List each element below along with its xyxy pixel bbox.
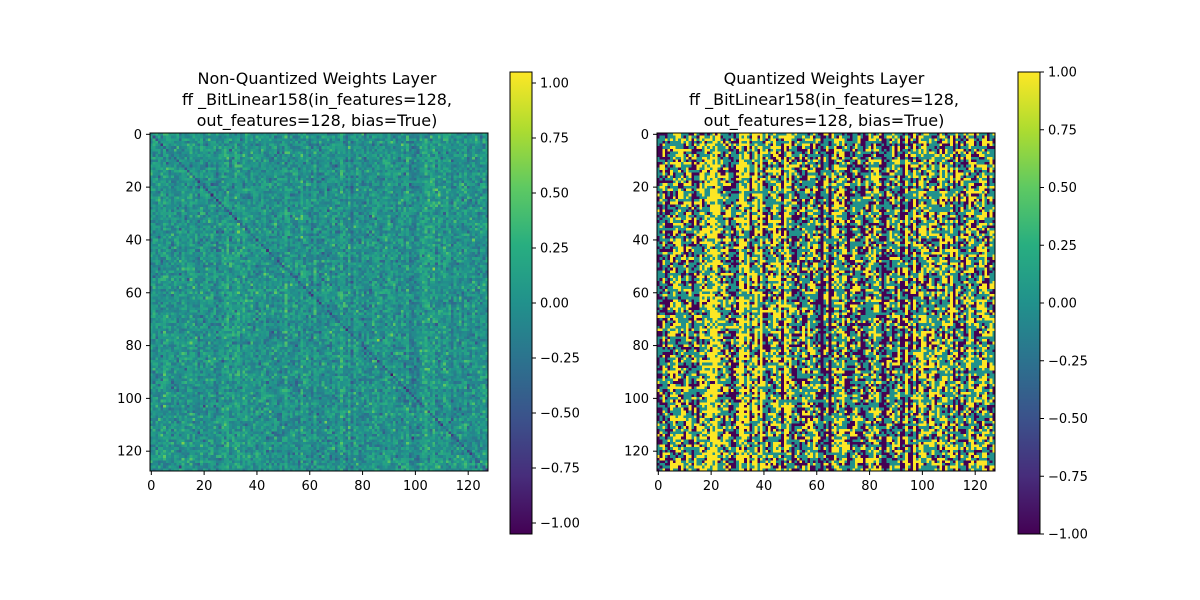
left-title-line-3: out_features=128, bias=True) xyxy=(197,111,438,131)
x-tick-label: 40 xyxy=(756,479,773,494)
y-tick-label: 40 xyxy=(125,233,142,248)
x-tick-label: 100 xyxy=(403,479,428,494)
left-title-line-1: Non-Quantized Weights Layer xyxy=(198,69,437,88)
colorbar-tick-label: −0.75 xyxy=(1048,470,1088,485)
x-tick-label: 20 xyxy=(703,479,720,494)
y-tick-label: 60 xyxy=(125,286,142,301)
y-tick-label: 20 xyxy=(632,181,649,196)
right-heatmap-image xyxy=(657,133,995,471)
x-tick-label: 100 xyxy=(910,479,935,494)
x-tick-label: 60 xyxy=(808,479,825,494)
x-tick-label: 20 xyxy=(196,479,213,494)
x-tick-label: 0 xyxy=(147,479,155,494)
y-tick-label: 80 xyxy=(125,339,142,354)
right-title-line-2: ff _BitLinear158(in_features=128, xyxy=(689,90,959,110)
right-colorbar-ticks: 1.00 0.75 0.50 0.25 0.00 −0.25 −0.50 −0.75 −1.00 xyxy=(1040,66,1088,543)
right-title-line-3: out_features=128, bias=True) xyxy=(704,111,945,131)
y-tick-label: 100 xyxy=(624,392,649,407)
colorbar-tick-label: 0.25 xyxy=(1048,239,1077,254)
colorbar-tick-label: 1.00 xyxy=(540,77,569,92)
left-colorbar-ticks: 1.00 0.75 0.50 0.25 0.00 −0.25 −0.50 −0.75 −1.00 xyxy=(532,77,580,532)
colorbar-tick-label: 0.50 xyxy=(540,187,569,202)
colorbar-tick-label: 0.00 xyxy=(540,297,569,312)
right-title-line-1: Quantized Weights Layer xyxy=(724,69,925,88)
x-tick-label: 80 xyxy=(354,479,371,494)
colorbar-tick-label: 0.75 xyxy=(540,132,569,147)
colorbar-tick-label: 1.00 xyxy=(1048,66,1077,81)
right-panel: Quantized Weights Layer ff _BitLinear158… xyxy=(624,66,1088,543)
right-axis-ticks: 0 20 40 60 80 100 120 0 20 40 60 80 100 120 xyxy=(624,128,987,494)
x-tick-label: 60 xyxy=(301,479,318,494)
colorbar-tick-label: −0.25 xyxy=(1048,354,1088,369)
y-tick-label: 40 xyxy=(632,233,649,248)
y-tick-label: 60 xyxy=(632,286,649,301)
left-colorbar xyxy=(509,71,533,535)
colorbar-tick-label: −0.75 xyxy=(540,462,580,477)
colorbar-tick-label: −0.50 xyxy=(540,407,580,422)
y-tick-label: 120 xyxy=(117,445,142,460)
y-tick-label: 20 xyxy=(125,181,142,196)
x-tick-label: 40 xyxy=(249,479,266,494)
colorbar-tick-label: 0.50 xyxy=(1048,181,1077,196)
x-tick-label: 0 xyxy=(654,479,662,494)
left-panel: Non-Quantized Weights Layer ff _BitLinea… xyxy=(117,69,580,535)
colorbar-tick-label: −0.50 xyxy=(1048,412,1088,427)
colorbar-tick-label: −1.00 xyxy=(1048,528,1088,543)
colorbar-tick-label: 0.00 xyxy=(1048,297,1077,312)
y-tick-label: 0 xyxy=(134,128,142,143)
left-title-line-2: ff _BitLinear158(in_features=128, xyxy=(182,90,452,110)
x-tick-label: 120 xyxy=(963,479,988,494)
colorbar-tick-label: −1.00 xyxy=(540,517,580,532)
x-tick-label: 120 xyxy=(456,479,481,494)
colorbar-tick-label: −0.25 xyxy=(540,352,580,367)
left-heatmap-image xyxy=(150,133,488,471)
y-tick-label: 0 xyxy=(641,128,649,143)
left-heatmap-frame xyxy=(149,132,489,472)
y-tick-label: 80 xyxy=(632,339,649,354)
right-heatmap-frame xyxy=(656,132,996,472)
left-axis-ticks: 0 20 40 60 80 100 120 0 20 40 60 80 100 120 xyxy=(117,128,480,494)
y-tick-label: 120 xyxy=(624,445,649,460)
right-colorbar xyxy=(1017,71,1041,535)
colorbar-tick-label: 0.25 xyxy=(540,242,569,257)
y-tick-label: 100 xyxy=(117,392,142,407)
colorbar-tick-label: 0.75 xyxy=(1048,123,1077,138)
x-tick-label: 80 xyxy=(861,479,878,494)
